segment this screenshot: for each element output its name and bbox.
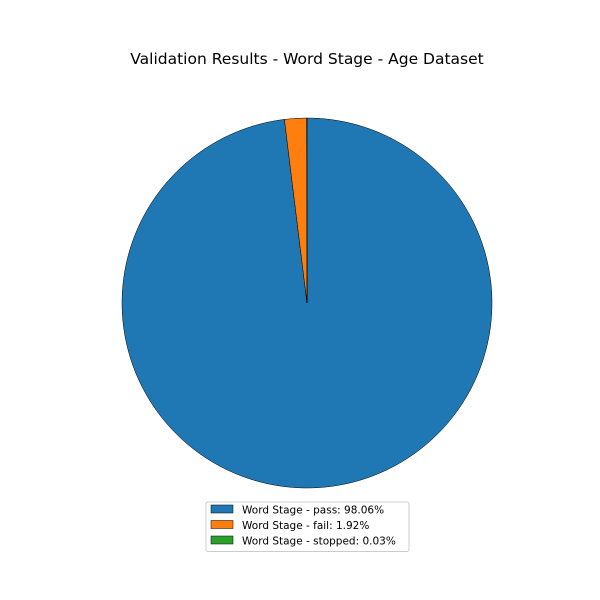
legend-swatch-2 (210, 520, 234, 529)
legend: Word Stage - pass: 98.06% Word Stage - fa… (205, 501, 410, 552)
legend-label-1: Word Stage - pass: 98.06% (242, 505, 384, 517)
pie-slices (121, 117, 493, 489)
chart-title: Validation Results - Word Stage - Age Da… (130, 50, 484, 68)
legend-label-3: Word Stage - stopped: 0.03% (242, 536, 396, 548)
legend-swatch-3 (210, 535, 234, 545)
legend-frame (205, 501, 410, 552)
legend-label-2: Word Stage - fail: 1.92% (242, 520, 369, 532)
legend-swatch-1 (210, 504, 234, 514)
